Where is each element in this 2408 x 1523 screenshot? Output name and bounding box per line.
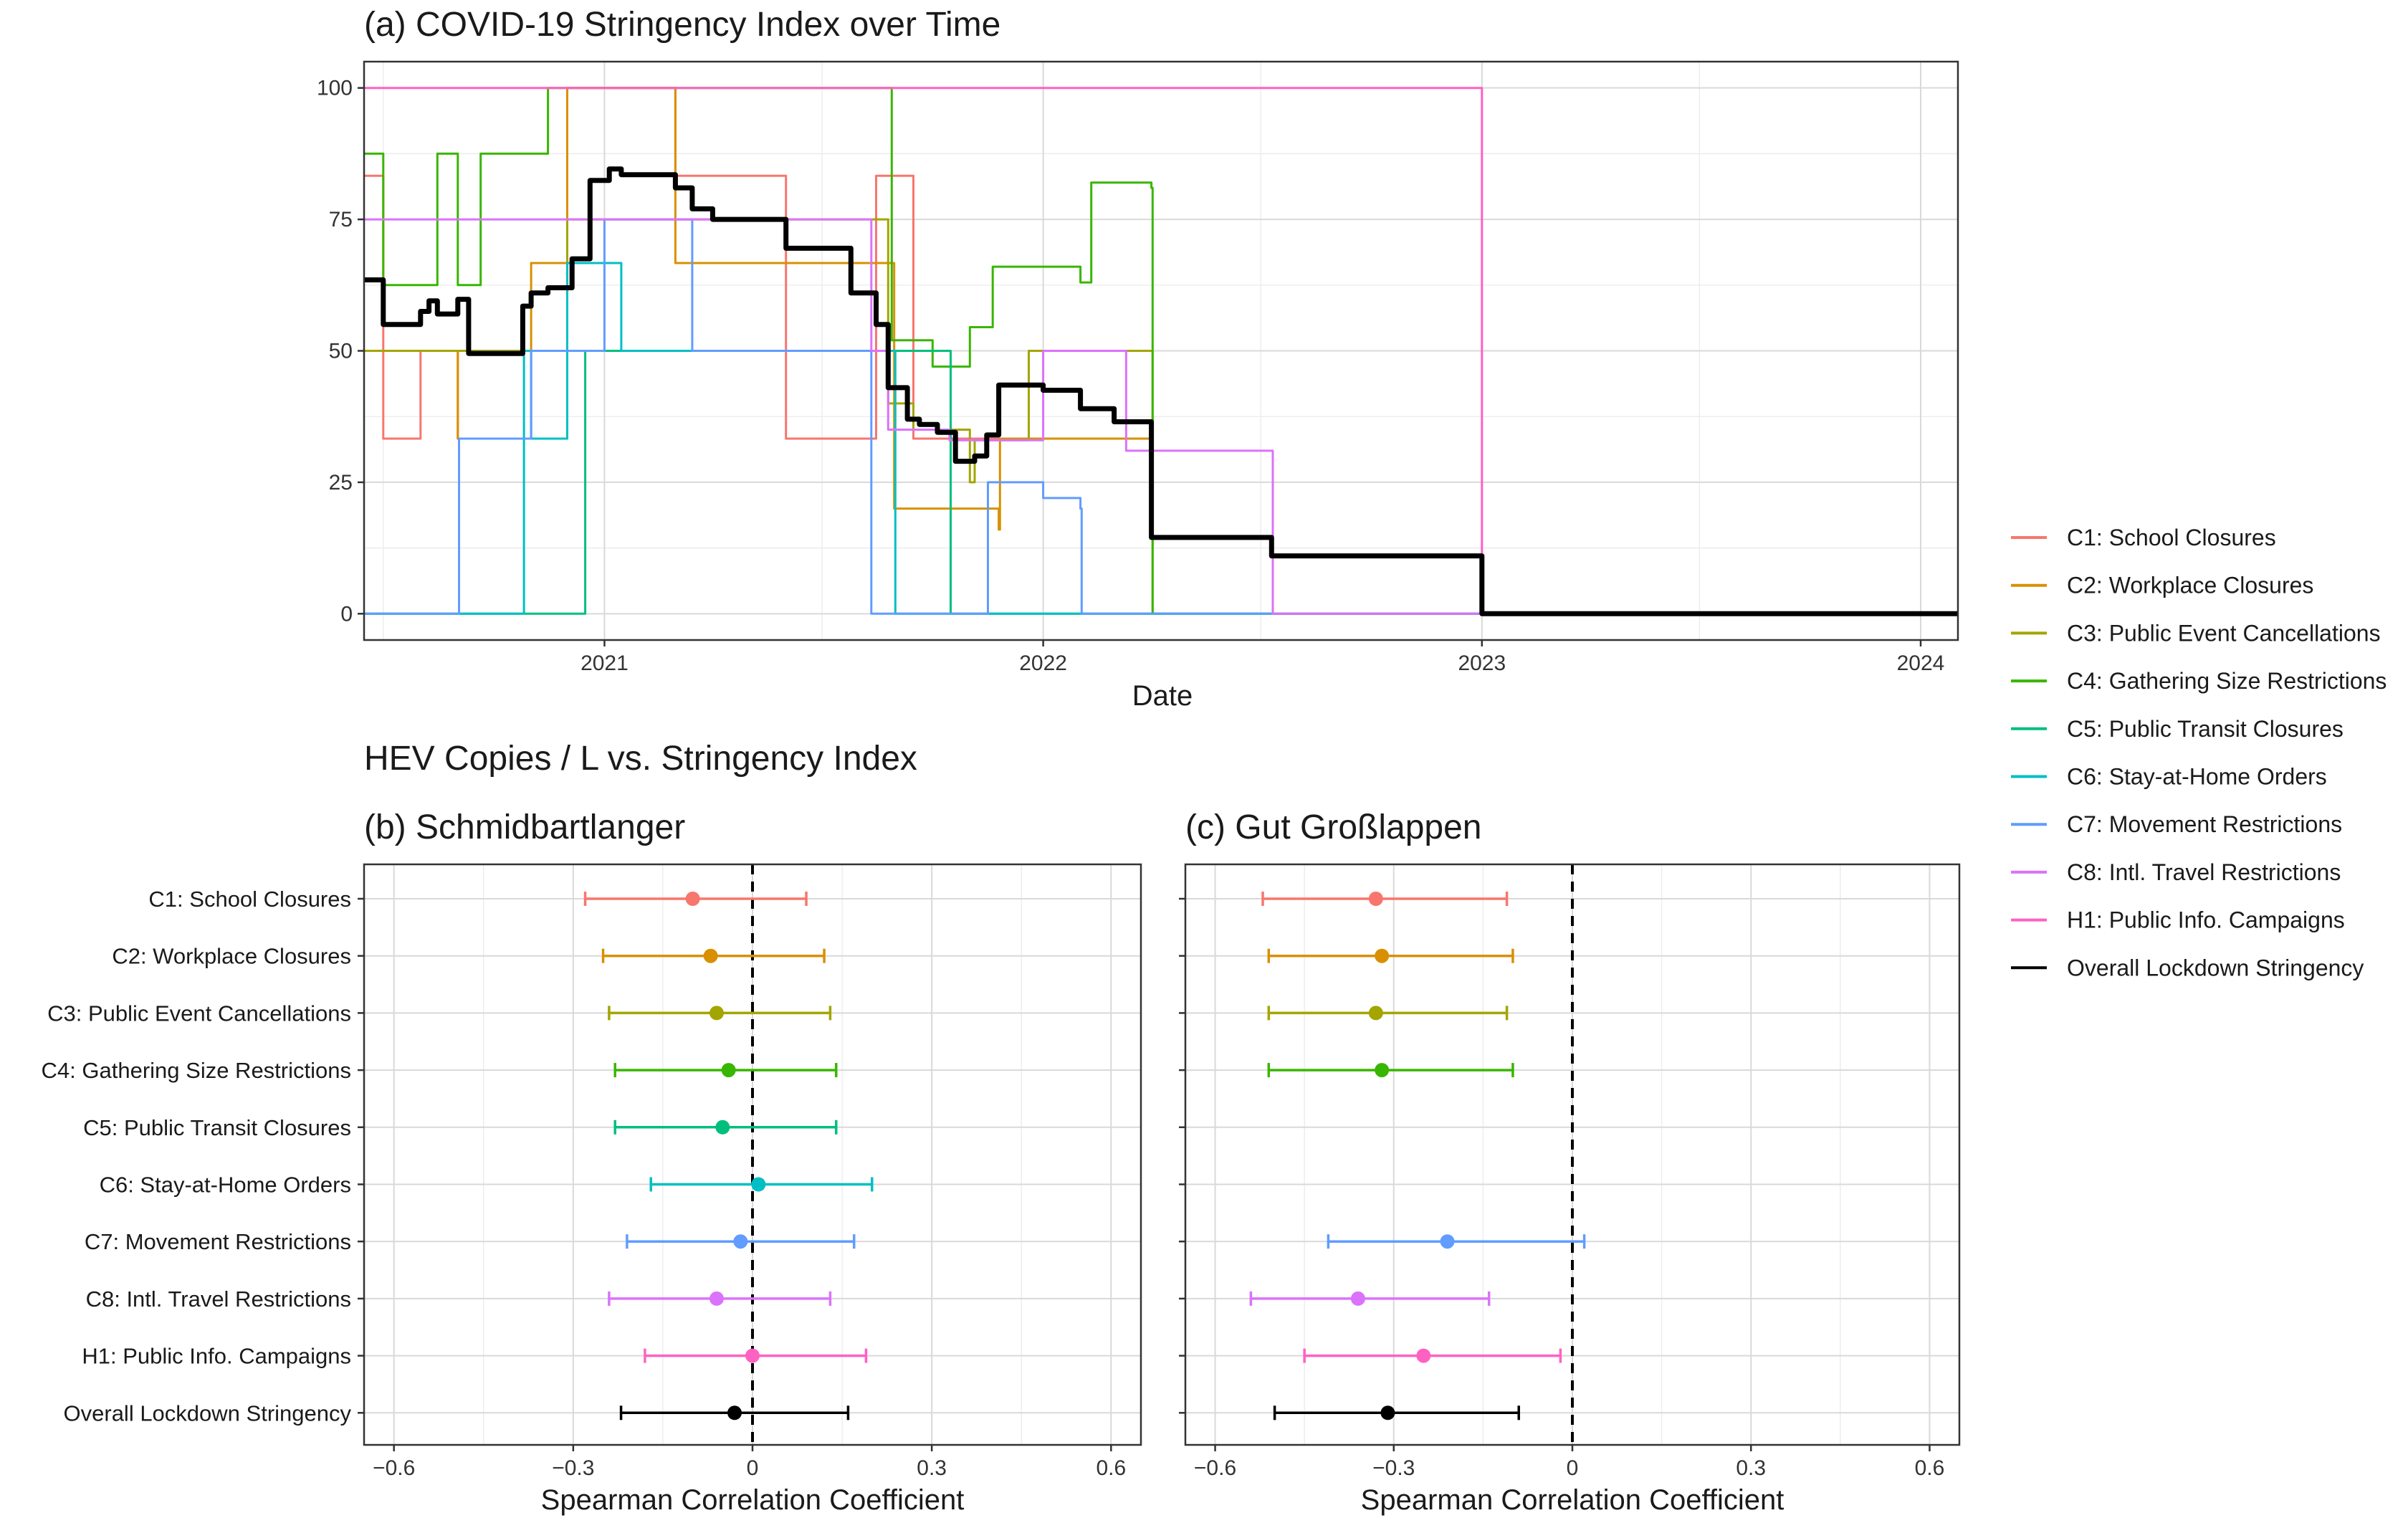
timeseries-panel-border [363,60,1959,641]
point-estimate [751,1177,766,1192]
legend-label: C5: Public Transit Closures [2067,716,2344,742]
category-label: C1: School Closures [148,887,351,912]
category-label: H1: Public Info. Campaigns [82,1344,351,1369]
legend-label: C2: Workplace Closures [2067,573,2313,598]
x-tick-label: 0.6 [1915,1456,1945,1480]
error-bar [1249,1291,1491,1306]
legend: C1: School Closures C2: Workplace Closure… [2011,525,2386,980]
legend-label: Overall Lockdown Stringency [2067,955,2364,980]
point-estimate [1375,1063,1390,1078]
legend-item: C3: Public Event Cancellations [2011,620,2381,646]
category-label: Overall Lockdown Stringency [64,1400,352,1426]
y-tick-label: 100 [317,77,353,100]
timeseries-panel: 2021 2022 2023 2024 0 25 50 75 100 [317,60,1959,675]
legend-item: C2: Workplace Closures [2011,573,2313,598]
forest-panel-border [1184,863,1961,1446]
gut-grosslappen-x-axis-title: Spearman Correlation Coefficient [1361,1484,1784,1516]
error-bar [1267,1063,1514,1078]
error-bar [1261,892,1509,906]
legend-label: C1: School Closures [2067,525,2276,550]
point-estimate [721,1063,736,1078]
schmidbartlanger-panel: −0.6 −0.3 0 0.3 0.6 C1: School Closures C2: Wo… [42,863,1142,1480]
x-tick-label: 2024 [1897,651,1945,675]
gut-grosslappen-panel-title: (c) Gut Großlappen [1185,808,1481,846]
schmidbartlanger-panel-title: (b) Schmidbartlanger [364,808,685,846]
forest-panel-border [363,863,1142,1446]
x-tick-label: 2022 [1019,651,1067,675]
point-estimate [1350,1291,1365,1306]
legend-label: C4: Gathering Size Restrictions [2067,668,2386,694]
x-tick-label: 0.3 [917,1456,947,1480]
error-bar [1327,1234,1586,1249]
point-estimate [703,948,718,963]
error-bar [1303,1348,1562,1363]
x-tick-label: 0 [747,1456,759,1480]
point-estimate [715,1119,730,1135]
series-line-c8 [364,218,1958,615]
legend-label: C6: Stay-at-Home Orders [2067,764,2327,790]
category-label: C8: Intl. Travel Restrictions [86,1286,351,1312]
x-tick-label: −0.6 [1194,1456,1236,1480]
point-estimate [1368,892,1383,906]
series-line-overall-stringency [364,166,1958,616]
legend-item: C4: Gathering Size Restrictions [2011,668,2386,694]
point-estimate [1416,1348,1431,1363]
category-label: C7: Movement Restrictions [85,1229,351,1254]
category-label: C6: Stay-at-Home Orders [100,1173,351,1198]
point-estimate [685,892,700,906]
timeseries-title: (a) COVID-19 Stringency Index over Time [364,6,1000,44]
category-label: C3: Public Event Cancellations [47,1001,351,1026]
legend-label: C3: Public Event Cancellations [2067,620,2381,646]
x-tick-label: 0.3 [1736,1456,1766,1480]
category-label: C4: Gathering Size Restrictions [42,1058,351,1083]
error-bar [1273,1405,1520,1421]
legend-label: C8: Intl. Travel Restrictions [2067,859,2341,885]
point-estimate [709,1006,724,1021]
correlation-section-title: HEV Copies / L vs. Stringency Index [364,740,917,778]
point-estimate [745,1348,760,1363]
legend-item: C6: Stay-at-Home Orders [2011,764,2327,790]
x-tick-label: −0.3 [1372,1456,1415,1480]
error-bar [1267,948,1514,963]
legend-item: Overall Lockdown Stringency [2011,955,2364,980]
x-tick-label: 0 [1567,1456,1579,1480]
series-lines [364,87,1958,616]
x-tick-label: −0.3 [552,1456,594,1480]
x-tick-label: 2021 [580,651,629,675]
legend-item: C8: Intl. Travel Restrictions [2011,859,2341,885]
legend-label: H1: Public Info. Campaigns [2067,907,2345,933]
y-tick-label: 75 [329,208,353,231]
x-tick-label: 2023 [1458,651,1506,675]
series-line-c4 [364,87,1958,615]
y-tick-label: 50 [329,340,353,363]
schmidbartlanger-x-axis-title: Spearman Correlation Coefficient [541,1484,965,1516]
error-bar [1267,1006,1509,1021]
legend-item: C5: Public Transit Closures [2011,716,2344,742]
point-estimate [1368,1006,1383,1021]
legend-label: C7: Movement Restrictions [2067,811,2342,837]
x-tick-label: −0.6 [373,1456,415,1480]
x-tick-label: 0.6 [1096,1456,1126,1480]
point-estimate [727,1405,742,1421]
point-estimate [1375,948,1390,963]
y-tick-label: 25 [329,471,353,495]
point-estimate [733,1234,748,1249]
point-estimate [1440,1234,1455,1249]
y-tick-label: 0 [340,602,353,626]
category-label: C2: Workplace Closures [112,944,351,969]
point-estimate [1380,1405,1395,1421]
category-label: C5: Public Transit Closures [83,1115,351,1140]
gut-grosslappen-panel: −0.6 −0.3 0 0.3 0.6 [1179,863,1961,1480]
legend-item: H1: Public Info. Campaigns [2011,907,2345,933]
legend-item: C7: Movement Restrictions [2011,811,2342,837]
legend-item: C1: School Closures [2011,525,2276,550]
timeseries-x-axis-title: Date [1132,680,1193,712]
point-estimate [709,1291,724,1306]
